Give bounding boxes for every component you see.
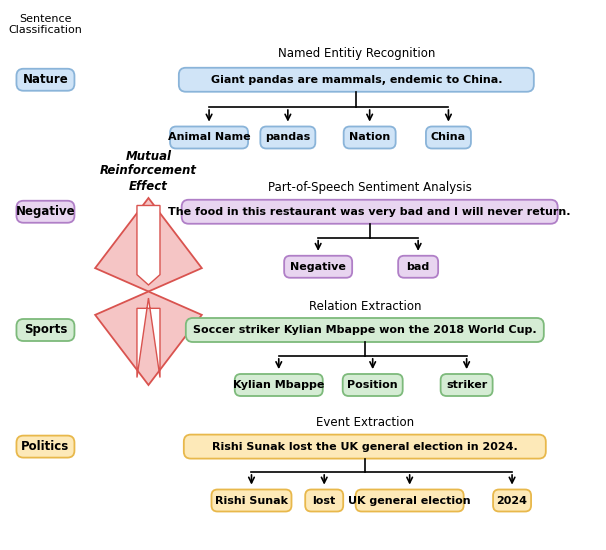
FancyBboxPatch shape xyxy=(179,68,534,92)
Text: Event Extraction: Event Extraction xyxy=(316,416,414,430)
Text: The food in this restaurant was very bad and I will never return.: The food in this restaurant was very bad… xyxy=(168,207,571,217)
Text: 2024: 2024 xyxy=(496,496,528,505)
FancyBboxPatch shape xyxy=(235,374,323,396)
Text: UK general election: UK general election xyxy=(348,496,471,505)
Text: Part-of-Speech Sentiment Analysis: Part-of-Speech Sentiment Analysis xyxy=(268,182,471,195)
Polygon shape xyxy=(95,198,202,292)
Text: Politics: Politics xyxy=(21,440,70,453)
FancyBboxPatch shape xyxy=(398,256,438,278)
Text: Sports: Sports xyxy=(24,323,67,337)
FancyBboxPatch shape xyxy=(16,436,75,458)
Text: Negative: Negative xyxy=(290,262,346,272)
FancyBboxPatch shape xyxy=(426,126,471,148)
Text: striker: striker xyxy=(446,380,487,390)
FancyBboxPatch shape xyxy=(441,374,493,396)
Text: Animal Name: Animal Name xyxy=(168,133,250,142)
Text: Sentence
Classification: Sentence Classification xyxy=(8,14,82,35)
FancyBboxPatch shape xyxy=(182,200,558,224)
FancyBboxPatch shape xyxy=(170,126,248,148)
Text: Rishi Sunak lost the UK general election in 2024.: Rishi Sunak lost the UK general election… xyxy=(212,442,518,452)
FancyBboxPatch shape xyxy=(186,318,544,342)
Text: Soccer striker Kylian Mbappe won the 2018 World Cup.: Soccer striker Kylian Mbappe won the 201… xyxy=(193,325,537,335)
FancyBboxPatch shape xyxy=(16,201,75,223)
FancyBboxPatch shape xyxy=(493,490,531,512)
Polygon shape xyxy=(95,292,202,385)
Text: Nation: Nation xyxy=(349,133,390,142)
FancyBboxPatch shape xyxy=(342,374,403,396)
Text: lost: lost xyxy=(313,496,336,505)
FancyBboxPatch shape xyxy=(305,490,343,512)
Text: Negative: Negative xyxy=(16,205,75,218)
Text: Mutual
Reinforcement
Effect: Mutual Reinforcement Effect xyxy=(100,150,197,192)
Text: Giant pandas are mammals, endemic to China.: Giant pandas are mammals, endemic to Chi… xyxy=(210,75,502,85)
Polygon shape xyxy=(137,298,160,377)
FancyBboxPatch shape xyxy=(356,490,464,512)
Text: China: China xyxy=(431,133,466,142)
FancyBboxPatch shape xyxy=(284,256,352,278)
Text: Rishi Sunak: Rishi Sunak xyxy=(215,496,288,505)
Text: pandas: pandas xyxy=(265,133,310,142)
Text: Nature: Nature xyxy=(22,73,68,86)
Text: Relation Extraction: Relation Extraction xyxy=(308,300,421,313)
FancyBboxPatch shape xyxy=(211,490,291,512)
FancyBboxPatch shape xyxy=(184,434,546,459)
Text: Kylian Mbappe: Kylian Mbappe xyxy=(233,380,324,390)
FancyBboxPatch shape xyxy=(344,126,396,148)
FancyBboxPatch shape xyxy=(16,69,75,91)
FancyBboxPatch shape xyxy=(261,126,315,148)
Text: Position: Position xyxy=(347,380,398,390)
Text: Named Entitiy Recognition: Named Entitiy Recognition xyxy=(278,47,435,60)
Text: bad: bad xyxy=(407,262,430,272)
FancyBboxPatch shape xyxy=(16,319,75,341)
Polygon shape xyxy=(137,206,160,285)
